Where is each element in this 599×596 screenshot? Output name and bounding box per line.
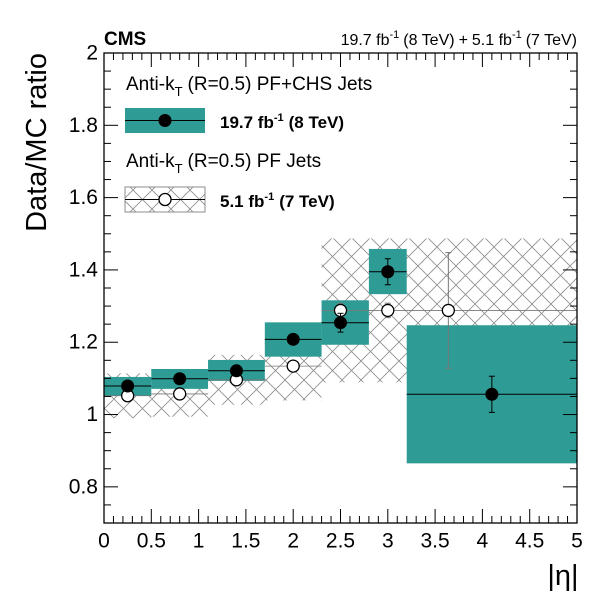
y-tick-label: 2	[86, 42, 98, 65]
lumi-7tev-sup: -1	[512, 29, 522, 41]
series-8tev	[104, 258, 577, 413]
data-point-8tev	[121, 379, 135, 393]
y-tick-label: 1.8	[69, 114, 98, 137]
legend-jets-8tev: Anti-kT (R=0.5) PF+CHS Jets	[126, 74, 372, 99]
x-tick-label: 3.5	[420, 529, 449, 552]
x-tick-label: 2	[287, 529, 299, 552]
data-point-8tev	[286, 332, 300, 346]
x-tick-label: 0	[98, 529, 110, 552]
x-tick-label: 5	[571, 529, 583, 552]
x-tick-label: 2.5	[326, 529, 355, 552]
data-point-8tev	[485, 387, 499, 401]
legend-jets-7tev-sub: T	[175, 161, 183, 176]
x-tick-label: 4.5	[515, 529, 544, 552]
y-tick-label: 1	[86, 403, 98, 426]
x-tick-label: 1.5	[231, 529, 260, 552]
legend: Anti-kT (R=0.5) PF+CHS Jets 19.7 fb-1 (8 T…	[124, 74, 372, 213]
legend-entry-8tev-sup: -1	[274, 112, 284, 124]
lumi-8tev-sup: -1	[390, 29, 400, 41]
lumi-8tev-energy: (8 TeV)	[403, 32, 454, 49]
legend-jets-8tev-sub: T	[175, 84, 183, 99]
data-point-8tev	[229, 364, 243, 378]
y-tick-label: 1.2	[69, 331, 98, 354]
y-tick-label: 1.4	[69, 258, 99, 281]
legend-jets-7tev-prefix: Anti-k	[126, 151, 175, 172]
legend-entry-7tev-sup: -1	[264, 191, 274, 203]
x-tick-label: 1	[193, 529, 205, 552]
lumi-7tev-energy: (7 TeV)	[526, 32, 577, 49]
y-axis-ticks	[104, 52, 577, 524]
legend-marker-8tev	[158, 114, 172, 127]
y-axis-tick-labels: 0.8 1 1.2 1.4 1.6 1.8 2	[69, 42, 99, 499]
y-tick-label: 1.6	[69, 186, 98, 209]
legend-entry-7tev-energy: (7 TeV)	[279, 192, 334, 211]
x-tick-label: 0.5	[137, 529, 166, 552]
x-tick-label: 3	[382, 529, 394, 552]
lumi-8tev-value: 19.7 fb	[341, 32, 390, 49]
data-point-7tev	[286, 359, 300, 373]
x-axis-ticks	[103, 53, 578, 523]
legend-jets-8tev-rest: (R=0.5) PF+CHS Jets	[188, 74, 373, 95]
legend-entry-7tev-value: 5.1 fb	[220, 192, 264, 211]
data-point-7tev	[381, 303, 395, 318]
data-point-8tev	[381, 265, 395, 279]
lumi-label: 19.7 fb-1 (8 TeV) +5.1 fb-1 (7 TeV)	[341, 29, 577, 49]
legend-entry-8tev-energy: (8 TeV)	[289, 113, 344, 132]
x-tick-label: 4	[477, 529, 489, 552]
legend-entry-8tev: 19.7 fb-1 (8 TeV)	[220, 112, 344, 132]
y-axis-title: Data/MC ratio	[21, 53, 53, 232]
x-axis-title: |η|	[547, 560, 578, 592]
legend-jets-7tev-rest: (R=0.5) PF Jets	[188, 151, 322, 172]
y-tick-label: 0.8	[69, 475, 98, 498]
legend-entry-7tev: 5.1 fb-1 (7 TeV)	[220, 191, 335, 211]
data-point-8tev	[173, 372, 187, 386]
legend-marker-7tev	[158, 192, 172, 207]
legend-entry-8tev-value: 19.7 fb	[220, 113, 274, 132]
lumi-joiner: +	[459, 32, 468, 49]
legend-jets-8tev-prefix: Anti-k	[126, 74, 175, 95]
lumi-7tev-value: 5.1 fb	[472, 32, 512, 49]
data-point-7tev	[441, 303, 455, 318]
legend-jets-7tev: Anti-kT (R=0.5) PF Jets	[126, 151, 321, 176]
data-point-8tev	[334, 316, 347, 330]
data-point-7tev	[173, 387, 187, 401]
experiment-label: CMS	[104, 29, 146, 50]
x-axis-tick-labels: 0 0.5 1 1.5 2 2.5 3 3.5 4 4.5 5	[98, 529, 583, 552]
